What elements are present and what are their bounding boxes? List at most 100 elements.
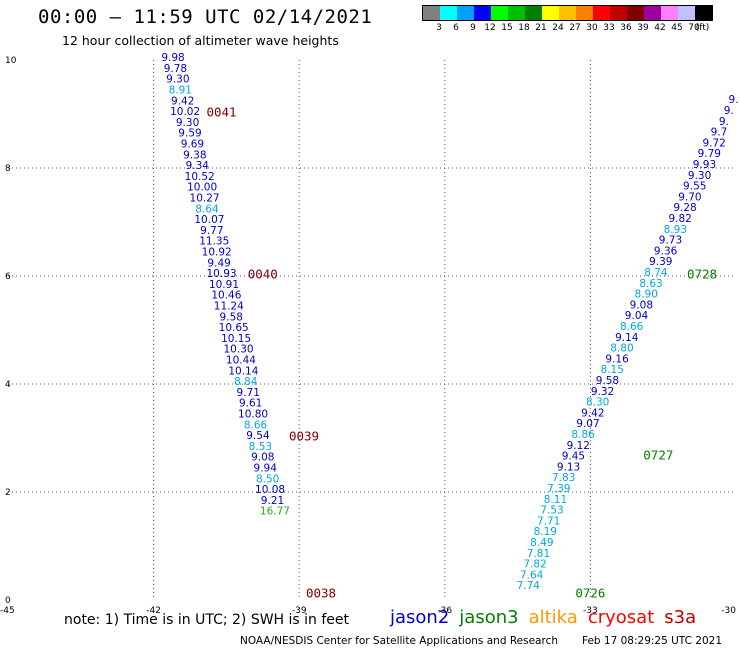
time-marker: 0038 [306, 585, 336, 600]
color-scale-label: 18 [518, 23, 530, 33]
color-scale-label: 3 [436, 23, 442, 33]
wave-height-point: 7.53 [540, 505, 563, 517]
wave-height-point: 9.61 [239, 398, 262, 410]
y-tick-label: 8 [5, 164, 11, 174]
y-tick-label: 0 [5, 596, 11, 606]
color-scale-label: 39 [637, 23, 649, 33]
color-swatch [644, 6, 661, 20]
x-tick-label: -30 [721, 606, 736, 616]
wave-height-point: 8.66 [620, 321, 644, 333]
color-swatch [627, 6, 644, 20]
legend-entry: jason3 [459, 607, 519, 628]
color-scale-label: 9 [470, 23, 476, 33]
wave-height-point: 8.91 [169, 84, 192, 96]
x-tick-label: -42 [146, 606, 161, 616]
wave-height-point: 10.27 [190, 192, 220, 204]
wave-height-point: 11.35 [199, 236, 229, 248]
time-marker: 0040 [248, 267, 278, 282]
x-tick-label: -36 [437, 606, 452, 616]
wave-height-point: 9. [719, 116, 729, 128]
wave-height-point: 9.13 [557, 461, 580, 473]
wave-height-point: 8.84 [234, 376, 258, 388]
wave-height-point: 8.11 [544, 494, 567, 506]
color-scale-label: 21 [535, 23, 547, 33]
wave-height-point: 8.64 [195, 203, 219, 215]
wave-height-point: 9.30 [176, 117, 199, 129]
wave-height-point: 9.45 [562, 451, 585, 463]
color-scale-label: 6 [453, 23, 459, 33]
color-scale-label: 45 [671, 23, 683, 33]
wave-height-point: 9.14 [615, 332, 639, 344]
wave-height-point: 10.02 [170, 106, 200, 118]
wave-height-point: 9.38 [183, 149, 206, 161]
wave-height-point: 7.64 [520, 569, 544, 581]
legend-entry: cryosat [587, 607, 655, 628]
wave-height-point: 9. [729, 94, 739, 106]
wave-height-point: 9.82 [668, 213, 691, 225]
wave-height-point: 10.30 [224, 344, 254, 356]
wave-height-point: 8.50 [256, 473, 279, 485]
wave-height-point: 9.98 [161, 52, 184, 64]
wave-height-point: 8.15 [601, 364, 624, 376]
x-tick-label: -33 [583, 606, 598, 616]
color-swatch [440, 6, 457, 20]
color-swatch [508, 6, 525, 20]
y-tick-label: 2 [5, 488, 11, 498]
satellite-legend: jason2 jason3 altika cryosat s3a [390, 607, 696, 628]
page-title: 00:00 – 11:59 UTC 02/14/2021 [38, 6, 373, 28]
wave-height-point: 9.69 [181, 138, 204, 150]
color-swatch [423, 6, 440, 20]
wave-height-point: 8.63 [639, 278, 662, 290]
footer-credit: NOAA/NESDIS Center for Satellite Applica… [240, 635, 558, 647]
y-tick-label: 4 [5, 380, 11, 390]
y-tick-label: 6 [5, 272, 11, 282]
wave-height-point: 10.92 [202, 246, 232, 258]
wave-height-point: 10.08 [255, 484, 285, 496]
wave-height-point: 9.42 [581, 407, 604, 419]
wave-height-point: 9.58 [596, 375, 619, 387]
wave-height-point: 9.28 [673, 202, 696, 214]
wave-height-point: 10.52 [185, 171, 215, 183]
footer-timestamp: Feb 17 08:29:25 UTC 2021 [582, 635, 722, 647]
color-swatch [576, 6, 593, 20]
wave-height-point: 10.07 [194, 214, 224, 226]
color-scale-label: 33 [603, 23, 615, 33]
wave-height-point: 10.14 [228, 365, 258, 377]
color-scale-label: 12 [484, 23, 496, 33]
time-marker: 0727 [643, 448, 673, 463]
color-swatch [593, 6, 610, 20]
color-swatch [542, 6, 559, 20]
wave-height-point: 9. [724, 105, 734, 117]
wave-height-point: 9.78 [164, 63, 187, 75]
color-scale-label: 27 [569, 23, 581, 33]
color-swatch [661, 6, 678, 20]
wave-height-point: 8.66 [244, 419, 268, 431]
color-swatch [474, 6, 491, 20]
wave-height-point: 7.81 [527, 548, 550, 560]
color-swatch [457, 6, 474, 20]
x-tick-label: -45 [0, 606, 15, 616]
wave-height-point: 7.71 [537, 515, 560, 527]
color-scale-label: 42 [654, 23, 666, 33]
wave-height-point: 9.49 [207, 257, 230, 269]
wave-height-point: 9.08 [251, 452, 274, 464]
wave-height-point: 16.77 [260, 506, 290, 518]
wave-height-point: 9.16 [605, 353, 629, 365]
color-scale-label: 70 [688, 23, 700, 33]
wave-height-point: 7.74 [517, 580, 541, 592]
wave-height-point: 9.55 [683, 181, 706, 193]
wave-height-point: 9.42 [171, 95, 194, 107]
wave-height-point: 10.00 [187, 182, 217, 194]
wave-height-point: 10.44 [226, 354, 256, 366]
wave-height-point: 8.90 [635, 289, 658, 301]
color-swatch [491, 6, 508, 20]
wave-height-point: 9.36 [654, 245, 678, 257]
wave-height-point: 9.30 [166, 74, 189, 86]
wave-height-point: 8.80 [610, 343, 633, 355]
wave-height-point: 8.19 [534, 526, 557, 538]
color-scale-label: 30 [586, 23, 598, 33]
wave-height-point: 8.74 [644, 267, 668, 279]
wave-height-point: 9.39 [649, 256, 672, 268]
color-scale-label: 15 [501, 23, 513, 33]
